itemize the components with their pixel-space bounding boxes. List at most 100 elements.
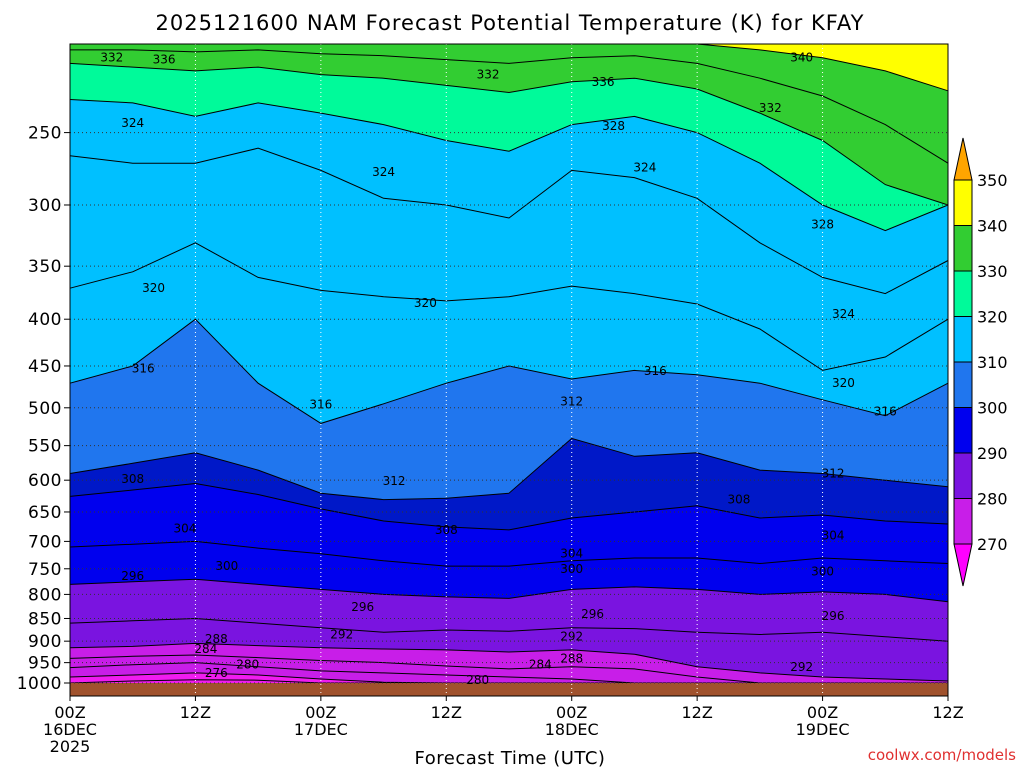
contour-label: 324 [121,116,144,130]
y-tick-label: 750 [28,560,62,580]
contour-label: 308 [727,493,750,507]
contour-label: 296 [121,569,144,583]
isentrope-312 [69,437,949,501]
isentrope-336 [70,49,949,164]
colorbar-segment [953,316,973,363]
colorbar-label: 350 [977,171,1008,190]
colorbar-segment [953,498,973,545]
colorbar-segment [953,452,973,499]
y-tick-label: 400 [28,310,62,330]
colorbar-segment [953,225,973,272]
contour-label: 296 [351,600,374,614]
x-axis-label: Forecast Time (UTC) [415,748,606,768]
contour-label: 292 [790,660,813,674]
contour-label: 340 [790,51,813,65]
band-276 [70,672,948,683]
band-340 [70,44,948,91]
ground-surface [70,683,948,696]
colorbar-segment [953,361,973,408]
contour-label: 332 [477,68,500,82]
x-tick-label: 00Z [54,703,85,722]
colorbar-label: 270 [977,535,1008,554]
x-tick-date: 18DEC [545,720,599,739]
isentrope-316 [69,318,949,424]
colorbar-label: 290 [977,444,1008,463]
contour-label: 280 [466,673,489,687]
y-tick-label: 300 [28,196,62,216]
y-tick-label: 1000 [17,674,62,694]
isentrope-308 [69,482,949,531]
contour-label: 312 [560,394,583,408]
contour-label: 296 [822,609,845,623]
colorbar-segment [953,179,973,226]
contour-label: 332 [759,101,782,115]
y-tick-label: 650 [28,503,62,523]
contour-label: 320 [832,376,855,390]
isentrope-292 [69,642,949,682]
contour-label: 304 [174,522,197,536]
contour-label: 336 [153,53,176,67]
colorbar-segment [953,407,973,454]
colorbar-label: 330 [977,262,1008,281]
colorbar-label: 340 [977,217,1008,236]
contour-label: 316 [644,364,667,378]
contour-label: 304 [822,529,845,543]
band-280 [70,662,948,683]
contour-label: 312 [383,474,406,488]
contour-label: 320 [414,296,437,310]
y-tick-label: 350 [28,257,62,277]
x-tick-date: 17DEC [294,720,348,739]
isentrope-296 [69,617,949,642]
colorbar: 270 280 290 300 310 320 330 340 350 [953,137,1008,587]
y-tick-label: 450 [28,357,62,377]
y-tick-label: 800 [28,585,62,605]
x-tick-year: 2025 [50,737,91,756]
contour-label: 316 [309,398,332,412]
colorbar-label: 310 [977,353,1008,372]
x-tick-label: 12Z [180,703,211,722]
isentrope-332 [69,62,949,206]
band-coldest [70,679,948,683]
x-tick-label: 00Z [305,703,336,722]
colorbar-label: 320 [977,308,1008,327]
contour-label: 284 [529,658,552,672]
y-tick-label: 600 [28,471,62,491]
colorbar-label: 280 [977,490,1008,509]
credit-text: coolwx.com/models [868,746,1016,764]
y-tick-label: 900 [28,632,62,652]
contour-label: 300 [811,564,834,578]
contour-label: 332 [100,51,123,65]
chart-title: 2025121600 NAM Forecast Potential Temper… [156,11,865,35]
contour-label: 328 [811,217,834,231]
y-tick-label: 550 [28,437,62,457]
contour-label: 304 [560,547,583,561]
isentrope-328 [69,99,949,232]
contour-label: 288 [205,632,228,646]
isentrope-324 [69,147,949,295]
contour-label: 336 [592,75,615,89]
contour-label: 288 [560,651,583,665]
contour-label: 308 [121,472,144,486]
band-320 [70,148,948,371]
contour-label: 328 [602,119,625,133]
contour-label: 312 [822,467,845,481]
contour-label: 296 [581,607,604,621]
contour-label: 316 [874,405,897,419]
x-tick-date: 16DEC [43,720,97,739]
contour-label: 316 [132,362,155,376]
band-308 [70,438,948,530]
y-tick-label: 700 [28,532,62,552]
x-tick-label: 12Z [431,703,462,722]
contour-label: 308 [435,523,458,537]
contour-label: 292 [330,627,353,641]
x-tick-label: 00Z [556,703,587,722]
x-tick-label: 12Z [932,703,963,722]
y-tick-label: 250 [28,124,62,144]
contour-label: 300 [560,562,583,576]
colorbar-segment [953,270,973,317]
band-288 [70,643,948,683]
y-tick-label: 950 [28,654,62,674]
band-332 [70,49,948,206]
contour-label: 292 [560,630,583,644]
